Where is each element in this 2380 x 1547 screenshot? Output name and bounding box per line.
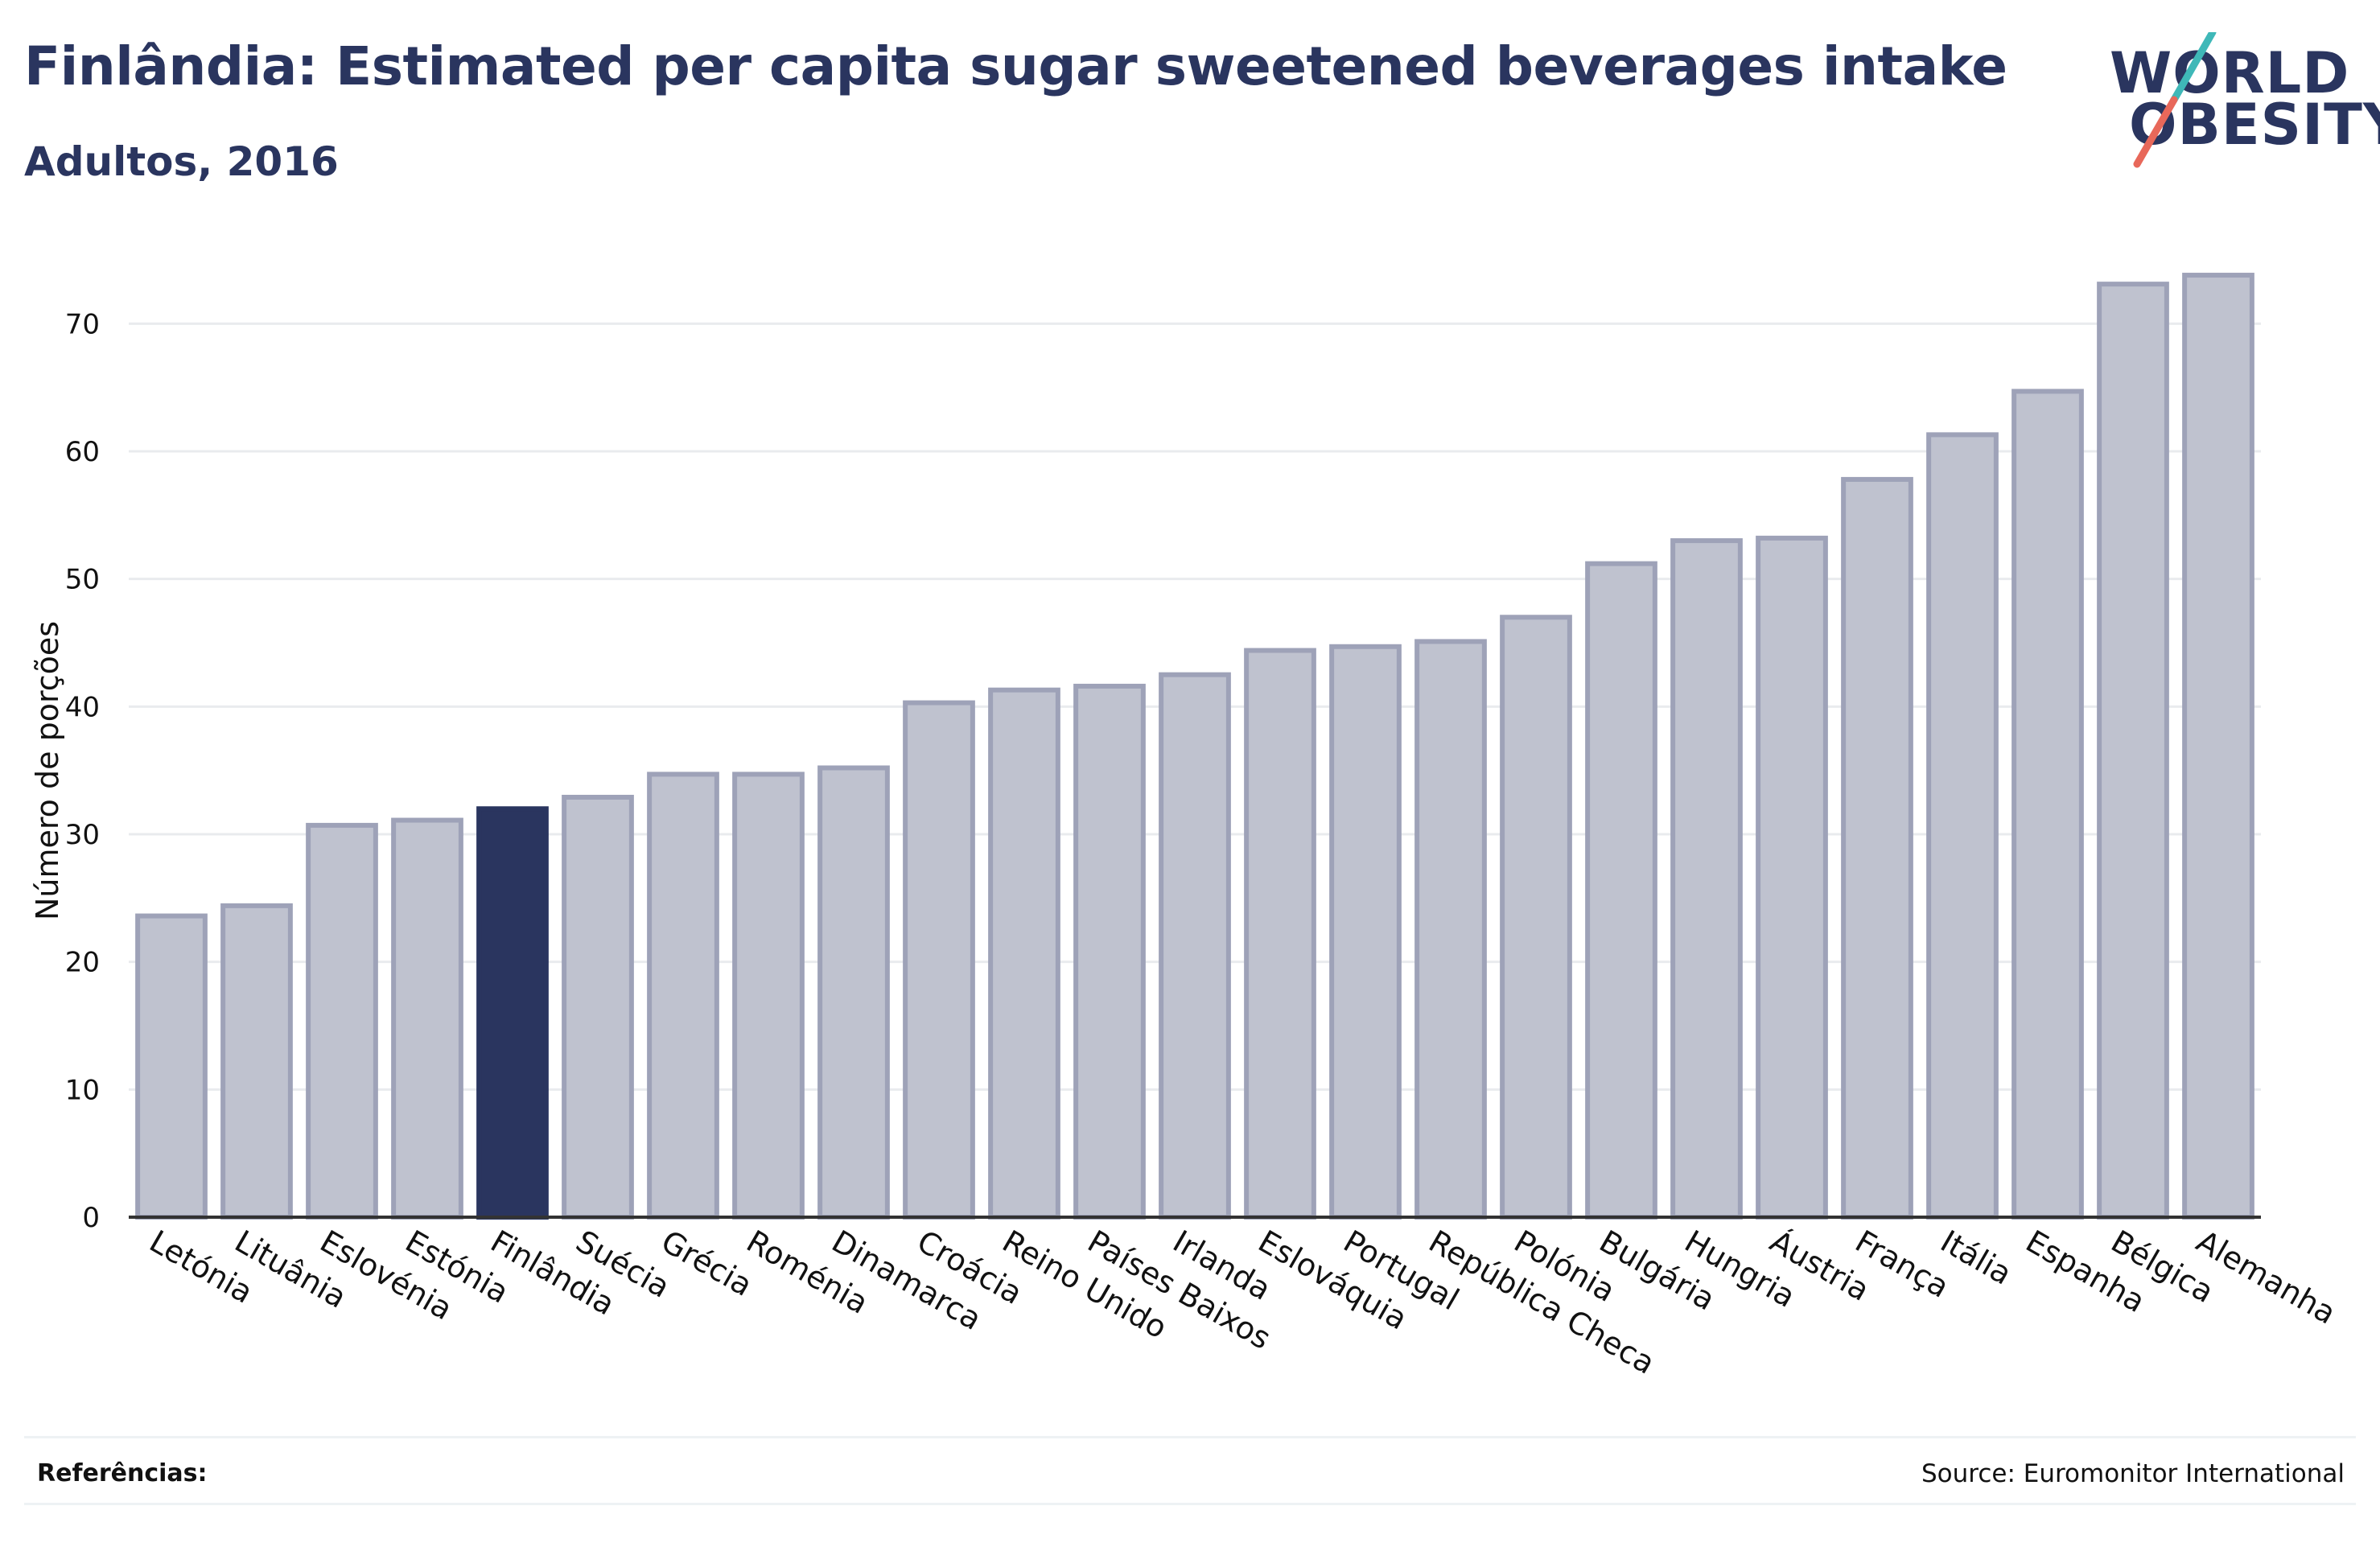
bar [220, 903, 293, 1220]
chart-title: Finlândia: Estimated per capita sugar sw… [24, 35, 2007, 97]
bar [1756, 535, 1828, 1220]
bar [306, 822, 378, 1220]
y-axis-label: Número de porções [30, 621, 65, 920]
references-label: Referências: [37, 1459, 208, 1487]
y-tick-label: 10 [65, 1074, 100, 1106]
bar [647, 771, 719, 1220]
bar [1244, 648, 1316, 1220]
x-tick-label: Grécia [656, 1224, 759, 1303]
bar [1414, 639, 1487, 1220]
bar-highlighted [476, 806, 549, 1220]
bar [1500, 615, 1572, 1220]
bar [2011, 389, 2084, 1220]
y-tick-label: 30 [65, 819, 100, 851]
y-tick-label: 60 [65, 436, 100, 468]
y-tick-label: 70 [65, 308, 100, 340]
bar [391, 817, 463, 1220]
source-note: Source: Euromonitor International [1921, 1459, 2345, 1488]
bar [135, 913, 208, 1220]
y-tick-label: 40 [65, 691, 100, 723]
bar [732, 771, 805, 1220]
bar [2097, 282, 2169, 1220]
bar [1159, 672, 1231, 1220]
logo-text-world: WORLD [2110, 40, 2350, 106]
y-tick-label: 50 [65, 564, 100, 596]
footer-divider-top [24, 1436, 2356, 1438]
bar [2182, 273, 2254, 1220]
bar [1926, 432, 1999, 1220]
bar [1670, 538, 1743, 1220]
y-tick-label: 20 [65, 947, 100, 979]
bar [817, 765, 890, 1220]
logo-slash-icon [2133, 32, 2217, 168]
bar [1585, 561, 1657, 1220]
bar [562, 794, 634, 1220]
bar [1073, 683, 1146, 1220]
bar [988, 687, 1060, 1220]
y-tick-label: 0 [82, 1202, 100, 1234]
chart-subtitle: Adultos, 2016 [24, 138, 339, 185]
bar [903, 700, 975, 1220]
world-obesity-logo: WORLD OBESITY [2092, 32, 2380, 177]
bar [1329, 644, 1402, 1220]
footer-divider-bottom [24, 1503, 2356, 1505]
bar [1841, 476, 1913, 1220]
